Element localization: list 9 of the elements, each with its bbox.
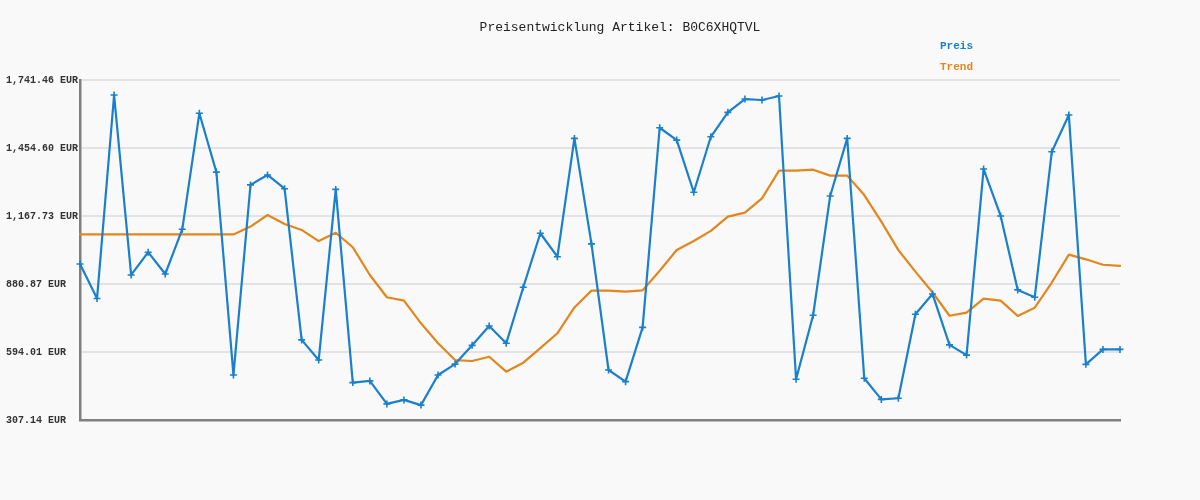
- text: Preis: [940, 39, 974, 52]
- y-tick-label: 1,741.46 EUR: [6, 74, 79, 86]
- chart-title: Preisentwicklung Artikel: B0C6XHQTVL: [479, 20, 761, 36]
- y-tick-label: 594.01 EUR: [6, 346, 67, 358]
- y-tick-label: 1,167.73 EUR: [6, 210, 79, 222]
- y-tick-label: 1,454.60 EUR: [6, 142, 79, 154]
- y-tick-label: 880.87 EUR: [6, 278, 67, 290]
- y-tick-label: 307.14 EUR: [6, 414, 67, 426]
- text: Trend: [940, 60, 974, 73]
